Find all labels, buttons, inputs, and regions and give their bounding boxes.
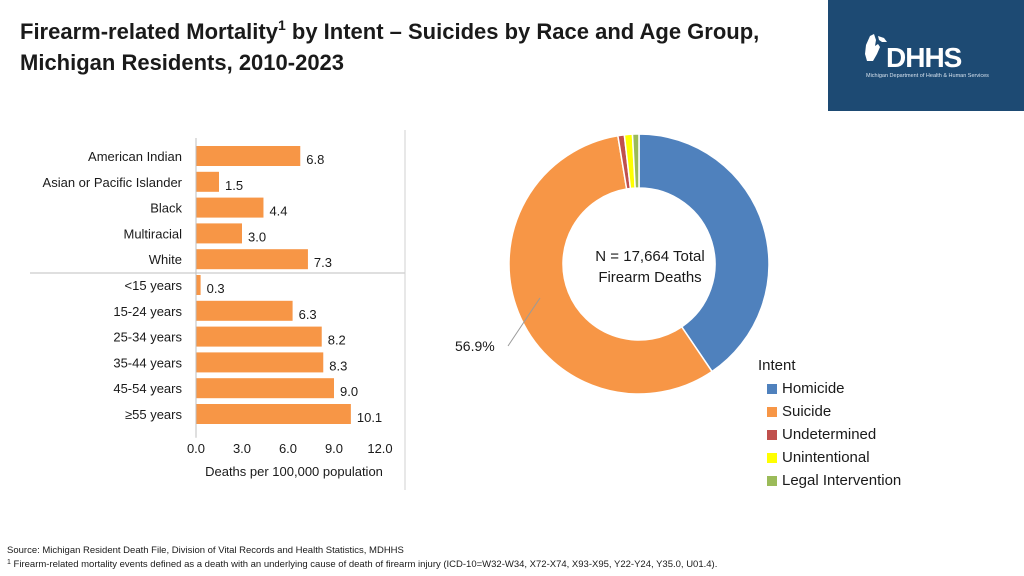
x-tick-label: 0.0 bbox=[187, 441, 205, 456]
donut-slice-suicide bbox=[508, 134, 714, 395]
donut-center-label: N = 17,664 Total Firearm Deaths bbox=[570, 246, 730, 288]
value-label-asian-or-pacific-islander: 1.5 bbox=[225, 178, 243, 193]
title-part-1: Firearm-related Mortality bbox=[20, 19, 278, 44]
donut-center-line-1: N = 17,664 Total bbox=[595, 248, 705, 265]
logo-text: DHHS bbox=[886, 42, 962, 73]
bar-american-indian bbox=[196, 146, 301, 166]
definition-text: Firearm-related mortality events defined… bbox=[10, 559, 718, 570]
x-tick-label: 12.0 bbox=[367, 441, 392, 456]
value-label-gte-55-years: 10.1 bbox=[357, 410, 382, 425]
legend-item-unintentional: Unintentional bbox=[758, 446, 901, 469]
legend-swatch bbox=[767, 452, 777, 463]
mdhhs-logo: DHHS Michigan Department of Health & Hum… bbox=[828, 0, 1024, 111]
bar-black bbox=[196, 197, 264, 218]
michigan-mitten-icon bbox=[865, 34, 887, 61]
definition-note: 1 Firearm-related mortality events defin… bbox=[7, 558, 1017, 572]
x-tick-label: 6.0 bbox=[279, 441, 297, 456]
value-label-45-54-years: 9.0 bbox=[340, 384, 358, 399]
bar-multiracial bbox=[196, 223, 242, 244]
logo-subtext: Michigan Department of Health & Human Se… bbox=[866, 73, 989, 79]
intent-legend: Intent Homicide Suicide Undetermined Uninte… bbox=[758, 357, 901, 492]
bar-35-44-years bbox=[196, 352, 324, 373]
donut-slice-legal-intervention bbox=[631, 133, 640, 189]
legend-label: Homicide bbox=[782, 380, 845, 397]
category-label-35-44-years: 35-44 years bbox=[113, 355, 182, 370]
legend-swatch bbox=[767, 383, 777, 394]
bar-45-54-years bbox=[196, 378, 334, 399]
footnotes: Source: Michigan Resident Death File, Di… bbox=[7, 544, 1017, 572]
bar-asian-or-pacific-islander bbox=[196, 171, 219, 192]
legend-swatch bbox=[767, 406, 777, 417]
source-note: Source: Michigan Resident Death File, Di… bbox=[7, 545, 404, 556]
suicide-percent-label: 56.9% bbox=[455, 338, 495, 354]
category-label-american-indian: American Indian bbox=[88, 149, 182, 164]
x-axis-label: Deaths per 100,000 population bbox=[205, 464, 383, 479]
category-label-25-34-years: 25-34 years bbox=[113, 330, 182, 345]
definition-footnote-marker: 1 bbox=[7, 559, 11, 566]
bar-15-24-years bbox=[196, 300, 293, 321]
title-part-2: by Intent – Suicides by Race and Age Gro… bbox=[20, 19, 760, 75]
value-label-lt-15-years: 0.3 bbox=[207, 281, 225, 296]
legend-label: Suicide bbox=[782, 403, 832, 420]
category-label-asian-or-pacific-islander: Asian or Pacific Islander bbox=[43, 175, 183, 190]
legend-title: Intent bbox=[758, 357, 796, 374]
value-label-white: 7.3 bbox=[314, 255, 332, 270]
value-label-15-24-years: 6.3 bbox=[299, 307, 317, 322]
bar-gte-55-years bbox=[196, 404, 351, 424]
category-label-white: White bbox=[149, 252, 182, 267]
bar-lt-15-years bbox=[196, 275, 201, 295]
category-label-black: Black bbox=[150, 201, 182, 216]
legend-item-legal-intervention: Legal Intervention bbox=[758, 469, 901, 492]
bar-25-34-years bbox=[196, 326, 322, 347]
legend-swatch bbox=[767, 429, 777, 440]
donut-center-line-2: Firearm Deaths bbox=[598, 269, 702, 286]
category-label-45-54-years: 45-54 years bbox=[113, 381, 182, 396]
bar-white bbox=[196, 249, 308, 270]
legend-label: Undetermined bbox=[782, 426, 877, 443]
value-label-35-44-years: 8.3 bbox=[329, 358, 347, 373]
legend-item-suicide: Suicide bbox=[758, 400, 901, 423]
suicide-leader-line bbox=[507, 297, 541, 347]
value-label-25-34-years: 8.2 bbox=[328, 333, 346, 348]
title-footnote-marker: 1 bbox=[277, 17, 286, 33]
category-label-gte-55-years: ≥55 years bbox=[125, 407, 182, 422]
value-label-black: 4.4 bbox=[269, 204, 287, 219]
legend-label: Unintentional bbox=[782, 449, 870, 466]
category-label-multiracial: Multiracial bbox=[123, 226, 182, 241]
value-label-multiracial: 3.0 bbox=[248, 229, 266, 244]
value-label-american-indian: 6.8 bbox=[306, 152, 324, 167]
category-label-lt-15-years: <15 years bbox=[125, 278, 183, 293]
x-tick-label: 9.0 bbox=[325, 441, 343, 456]
legend-item-homicide: Homicide bbox=[758, 377, 901, 400]
donut-slice-homicide bbox=[638, 133, 770, 373]
legend-label: Legal Intervention bbox=[782, 472, 902, 489]
intent-donut-chart bbox=[507, 133, 770, 395]
suicide-rate-bar-chart: American Indian 6.8 Asian or Pacific Islan… bbox=[30, 130, 406, 490]
category-label-15-24-years: 15-24 years bbox=[113, 304, 182, 319]
legend-item-undetermined: Undetermined bbox=[758, 423, 901, 446]
x-tick-label: 3.0 bbox=[233, 441, 251, 456]
legend-swatch bbox=[767, 475, 777, 486]
page-title: Firearm-related Mortality1 by Intent – S… bbox=[20, 16, 800, 78]
